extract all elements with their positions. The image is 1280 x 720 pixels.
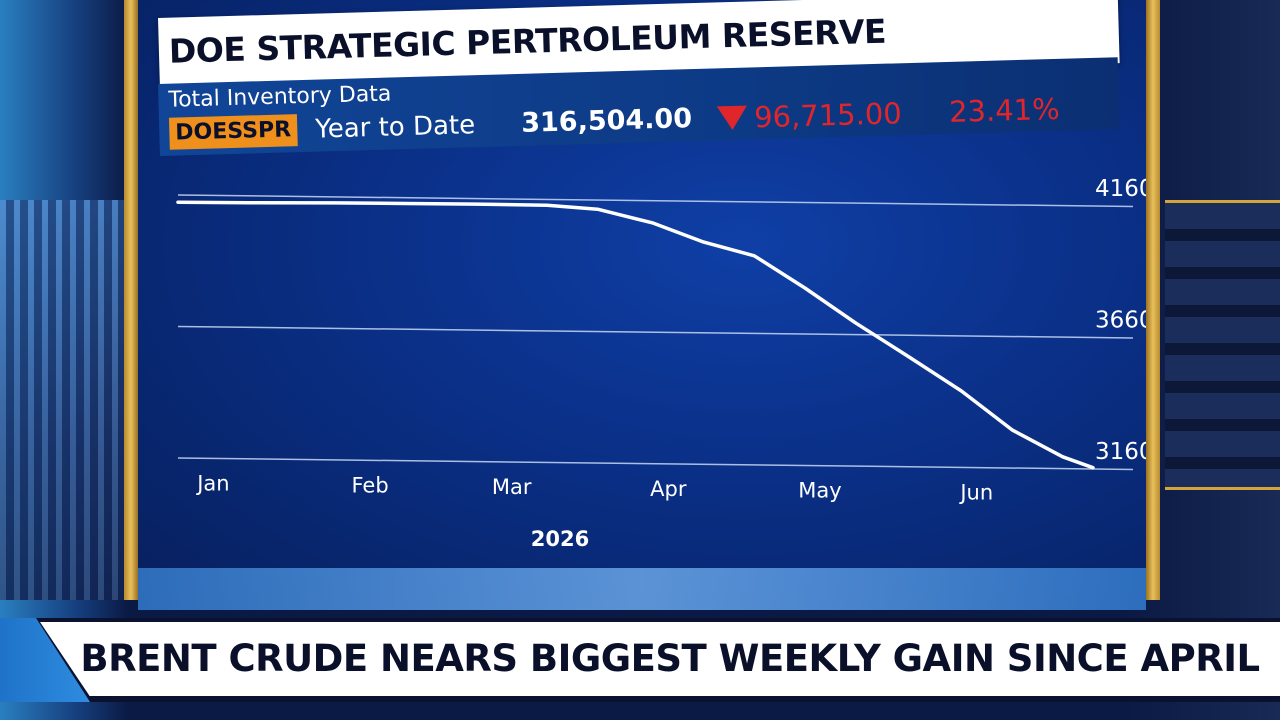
quote-change-percent: 23.41% xyxy=(948,91,1061,129)
period-label: Year to Date xyxy=(314,110,476,145)
x-tick-label: Mar xyxy=(492,475,532,499)
lower-third-plate xyxy=(40,622,1280,696)
x-tick-label: Jun xyxy=(958,481,993,505)
ticker-badge: DOESSPR xyxy=(168,114,298,150)
studio-wall-panel xyxy=(1165,200,1280,490)
line-chart: 416000 366000 316000 Jan Feb Mar Apr May Jun 20… xyxy=(176,176,1146,551)
quote-change: 96,715.00 xyxy=(753,96,903,135)
data-points xyxy=(177,202,1094,468)
grid-lines xyxy=(177,194,1134,471)
chart-subtitle: Total Inventory Data xyxy=(168,81,392,113)
y-tick-label: 316000 xyxy=(1095,439,1146,465)
grid-line xyxy=(177,194,1134,208)
y-tick-label: 366000 xyxy=(1095,307,1146,333)
x-tick-label: Jan xyxy=(195,471,229,495)
x-tick-label: Feb xyxy=(352,473,389,497)
y-tick-label: 416000 xyxy=(1095,176,1146,202)
lower-third-banner: BRENT CRUDE NEARS BIGGEST WEEKLY GAIN SI… xyxy=(0,618,1280,702)
x-tick-label: May xyxy=(798,479,841,503)
quote-value: 316,504.00 xyxy=(520,103,693,139)
screen-glow-strip xyxy=(138,568,1146,610)
grid-line xyxy=(177,457,1134,471)
series-line xyxy=(176,200,1095,470)
chart-screen: 416000 366000 316000 Jan Feb Mar Apr May Jun 20… xyxy=(138,0,1146,610)
down-arrow-icon xyxy=(716,105,748,131)
x-axis-ticks: Jan Feb Mar Apr May Jun xyxy=(195,471,993,504)
chart-title: DOE STRATEGIC PERTROLEUM RESERVE xyxy=(168,11,887,71)
city-skyline-backdrop xyxy=(0,200,130,600)
x-axis-label: 2026 xyxy=(531,527,589,551)
grid-line xyxy=(177,325,1134,339)
x-tick-label: Apr xyxy=(650,477,687,501)
headline: BRENT CRUDE NEARS BIGGEST WEEKLY GAIN SI… xyxy=(80,637,1260,680)
screen-frame-left xyxy=(124,0,138,600)
screen-frame-right xyxy=(1146,0,1160,600)
y-axis-ticks: 416000 366000 316000 xyxy=(1095,176,1146,465)
